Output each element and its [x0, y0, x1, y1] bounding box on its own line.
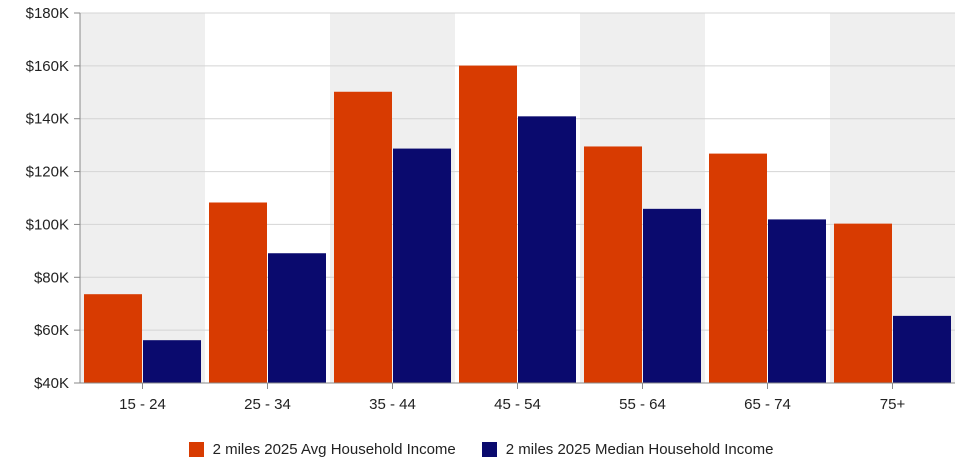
y-tick-label: $60K [34, 322, 69, 339]
x-tick-label: 45 - 54 [494, 396, 541, 413]
x-tick-label: 55 - 64 [619, 396, 666, 413]
bar-avg-6[interactable] [834, 223, 892, 383]
bar-median-4[interactable] [643, 208, 701, 383]
x-tick-label: 15 - 24 [119, 396, 166, 413]
bar-median-2[interactable] [393, 148, 451, 383]
legend: 2 miles 2025 Avg Household Income 2 mile… [0, 436, 962, 462]
bar-median-6[interactable] [893, 315, 951, 383]
bar-avg-2[interactable] [334, 91, 392, 383]
bar-avg-0[interactable] [84, 294, 142, 383]
x-tick-label: 75+ [880, 396, 906, 413]
y-tick-label: $160K [26, 58, 69, 75]
bar-avg-3[interactable] [459, 65, 517, 383]
y-axis: $40K $60K $80K $100K $120K $140K $160K $180K [26, 5, 81, 392]
bar-avg-5[interactable] [709, 153, 767, 383]
y-tick-label: $100K [26, 216, 69, 233]
bar-avg-1[interactable] [209, 202, 267, 383]
legend-swatch-avg [188, 441, 204, 457]
legend-item-median[interactable]: 2 miles 2025 Median Household Income [481, 440, 774, 458]
x-tick-label: 65 - 74 [744, 396, 791, 413]
bar-median-5[interactable] [768, 219, 826, 383]
bar-median-1[interactable] [268, 253, 326, 383]
x-axis: 15 - 24 25 - 34 35 - 44 45 - 54 55 - 64 65 - … [80, 382, 955, 413]
y-tick-label: $120K [26, 164, 69, 181]
x-tick-label: 35 - 44 [369, 396, 416, 413]
bars [84, 65, 951, 383]
legend-item-avg[interactable]: 2 miles 2025 Avg Household Income [188, 440, 456, 458]
y-tick-label: $140K [26, 111, 69, 128]
legend-swatch-median [481, 441, 497, 457]
y-tick-label: $40K [34, 375, 69, 392]
y-tick-label: $80K [34, 269, 69, 286]
y-tick-label: $180K [26, 5, 69, 22]
bar-median-0[interactable] [143, 340, 201, 383]
legend-label-avg: 2 miles 2025 Avg Household Income [212, 440, 456, 458]
bar-chart: $40K $60K $80K $100K $120K $140K $160K $180K 15… [26, 5, 955, 413]
legend-label-median: 2 miles 2025 Median Household Income [505, 440, 774, 458]
bar-avg-4[interactable] [584, 146, 642, 383]
bar-median-3[interactable] [518, 116, 576, 383]
x-tick-label: 25 - 34 [244, 396, 291, 413]
